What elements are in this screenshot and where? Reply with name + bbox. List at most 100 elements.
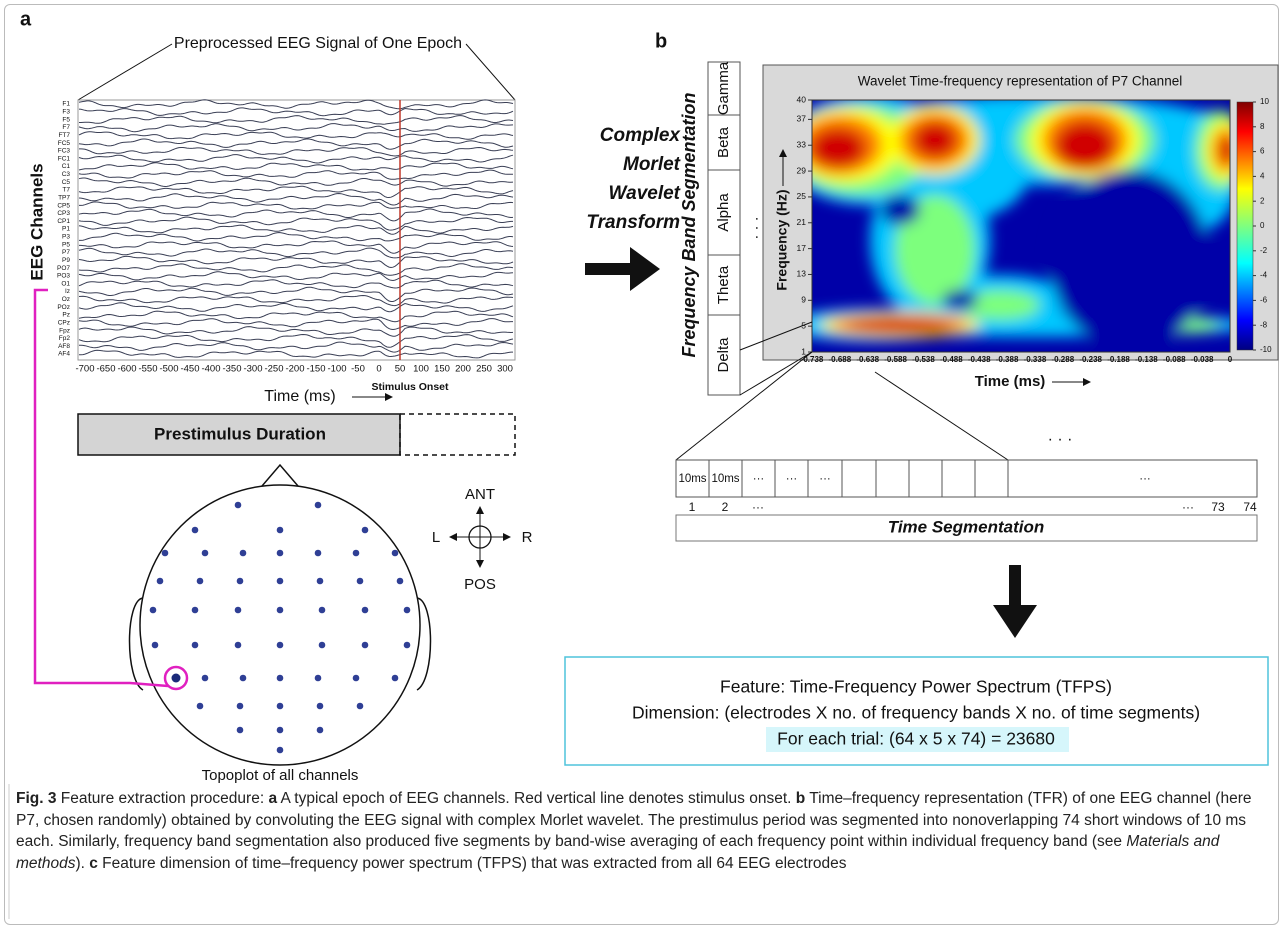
x-tick-label: -0.738 bbox=[801, 355, 824, 364]
y-tick-label: 25 bbox=[797, 191, 807, 201]
eeg-trace bbox=[78, 255, 514, 269]
electrode bbox=[276, 526, 284, 534]
channel-label: Iz bbox=[65, 288, 70, 295]
channel-label: P7 bbox=[62, 249, 70, 256]
channel-label: T7 bbox=[62, 187, 70, 194]
transform-label: Morlet bbox=[623, 154, 681, 175]
x-tick-label: -50 bbox=[351, 364, 365, 375]
colorbar-tick-label: 8 bbox=[1260, 122, 1265, 131]
heatmap-frame bbox=[811, 99, 1231, 353]
poststimulus-box bbox=[399, 413, 516, 456]
electrode bbox=[276, 726, 284, 734]
channel-label: FC3 bbox=[58, 148, 71, 155]
eeg-trace bbox=[78, 271, 514, 282]
electrode bbox=[403, 606, 411, 614]
channel-label: F3 bbox=[62, 109, 70, 116]
x-tick-label: -600 bbox=[117, 364, 136, 375]
segment-index: 2 bbox=[722, 500, 729, 514]
x-tick-label: -0.438 bbox=[968, 355, 991, 364]
y-tick-label: 37 bbox=[797, 114, 807, 124]
x-tick-label: -250 bbox=[264, 364, 283, 375]
segment-label: ··· bbox=[786, 473, 798, 485]
heatmap-blob bbox=[845, 318, 955, 332]
x-tick-label: -0.388 bbox=[996, 355, 1019, 364]
channel-label: F7 bbox=[62, 124, 70, 131]
channel-label: CP3 bbox=[57, 210, 70, 217]
electrode bbox=[236, 726, 244, 734]
y-tick-label: 17 bbox=[797, 243, 807, 253]
direction-label: ANT bbox=[465, 486, 495, 503]
segment-label: 10ms bbox=[711, 473, 739, 485]
transform-label: Wavelet bbox=[609, 183, 681, 204]
topoplot-label: Topoplot of all channels bbox=[202, 767, 359, 784]
electrode bbox=[316, 702, 324, 710]
electrode bbox=[171, 673, 181, 683]
heatmap-blob bbox=[880, 195, 920, 225]
x-tick-label: 300 bbox=[497, 364, 513, 375]
segment-label: ··· bbox=[1139, 473, 1151, 485]
y-tick-label: 9 bbox=[801, 295, 806, 305]
colorbar-tick-label: 6 bbox=[1260, 147, 1265, 156]
x-tick-label: -0.188 bbox=[1107, 355, 1130, 364]
colorbar-tick-label: 10 bbox=[1260, 97, 1269, 106]
heatmap bbox=[812, 100, 1230, 352]
band-label: Gamma bbox=[715, 61, 732, 115]
colorbar-tick-label: -4 bbox=[1260, 271, 1268, 280]
onset-label: Stimulus Onset bbox=[371, 381, 449, 393]
electrode bbox=[196, 577, 204, 585]
channel-label: FC1 bbox=[58, 155, 71, 162]
x-axis-label: Time (ms) bbox=[264, 388, 335, 405]
segmentation-title: Time Segmentation bbox=[888, 517, 1045, 536]
direction-label: POS bbox=[464, 576, 496, 593]
segment-cell bbox=[741, 459, 776, 498]
segment-label: ··· bbox=[753, 473, 765, 485]
eeg-trace bbox=[78, 247, 514, 259]
band-label: Delta bbox=[715, 337, 732, 373]
segment-cell bbox=[1007, 459, 1258, 498]
x-tick-label: -0.688 bbox=[829, 355, 852, 364]
electrode bbox=[234, 641, 242, 649]
electrode bbox=[314, 501, 322, 509]
electrode bbox=[361, 606, 369, 614]
y-tick-label: 40 bbox=[797, 94, 807, 104]
y-tick-label: 29 bbox=[797, 165, 807, 175]
eeg-trace bbox=[78, 123, 514, 133]
segmentation-box bbox=[675, 514, 1258, 542]
band-title: Frequency Band Segmentation bbox=[679, 92, 699, 357]
heatmap-blob bbox=[1050, 170, 1210, 350]
segment-index: 1 bbox=[689, 500, 696, 514]
channel-label: C5 bbox=[62, 179, 71, 186]
x-tick-label: 0 bbox=[376, 364, 381, 375]
electrode bbox=[276, 746, 284, 754]
eeg-trace bbox=[79, 201, 514, 210]
caption-text: Time–frequency representation (TFR) of o… bbox=[16, 790, 1252, 850]
colorbar-tick-label: -10 bbox=[1260, 345, 1272, 354]
eeg-trace bbox=[78, 294, 514, 307]
electrode bbox=[239, 549, 247, 557]
x-tick-label: -700 bbox=[75, 364, 94, 375]
eeg-trace bbox=[78, 310, 514, 323]
electrode bbox=[276, 577, 284, 585]
channel-label: P3 bbox=[62, 234, 70, 241]
x-tick-label: -400 bbox=[201, 364, 220, 375]
eeg-trace bbox=[79, 349, 513, 359]
electrode bbox=[234, 606, 242, 614]
electrode bbox=[239, 674, 247, 682]
segment-ellipsis: · · · bbox=[1048, 431, 1073, 448]
eeg-trace bbox=[78, 107, 514, 117]
eeg-trace bbox=[78, 185, 514, 199]
electrode bbox=[356, 577, 364, 585]
connector bbox=[77, 43, 173, 101]
electrode bbox=[361, 641, 369, 649]
x-tick-label: -0.338 bbox=[1024, 355, 1047, 364]
channel-label: C1 bbox=[62, 163, 71, 170]
electrode bbox=[352, 674, 360, 682]
transform-label: Transform bbox=[586, 212, 680, 233]
eeg-trace bbox=[79, 240, 514, 254]
band-label: Beta bbox=[715, 126, 732, 158]
colorbar-tick-label: -8 bbox=[1260, 320, 1268, 329]
x-tick-label: -0.488 bbox=[940, 355, 963, 364]
x-tick-label: -0.288 bbox=[1051, 355, 1074, 364]
eeg-trace bbox=[78, 154, 514, 164]
